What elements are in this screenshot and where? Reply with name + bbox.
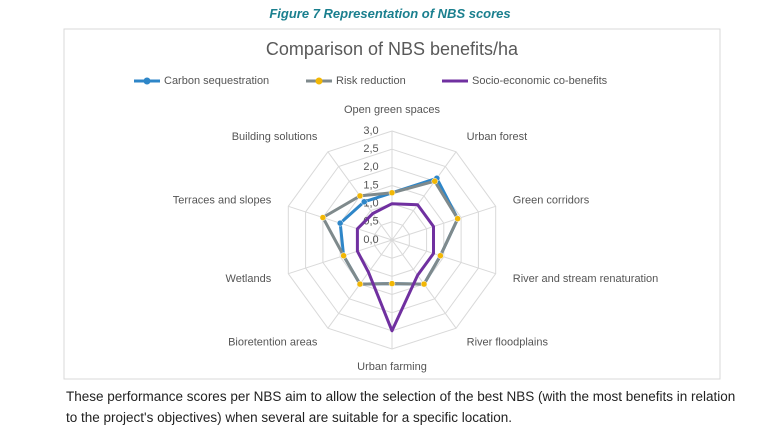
category-label: Urban farming [357, 361, 427, 373]
series-marker [388, 280, 396, 287]
category-label: Terraces and slopes [173, 195, 272, 207]
spoke [391, 205, 496, 241]
category-label: River and stream renaturation [513, 273, 659, 285]
series-marker [336, 219, 344, 227]
series-marker [340, 252, 347, 259]
paragraph: These performance scores per NBS aim to … [66, 389, 736, 425]
legend-label: Risk reduction [336, 75, 406, 87]
tick-label: 0,0 [363, 234, 378, 246]
series-marker [356, 280, 364, 288]
spoke [391, 239, 496, 275]
spoke [288, 239, 393, 275]
series-marker [388, 189, 396, 197]
series-marker [360, 198, 368, 206]
spoke [391, 151, 457, 241]
chart-title: Comparison of NBS benefits/ha [266, 39, 519, 59]
series-marker [420, 280, 428, 288]
chart: Comparison of NBS benefits/ha 0,00,51,01… [63, 28, 721, 380]
category-label: Wetlands [226, 273, 272, 285]
series-marker [431, 177, 438, 185]
category-label: River floodplains [467, 337, 549, 349]
series-marker [319, 214, 327, 221]
tick-label: 1,5 [363, 179, 378, 191]
legend-label: Carbon sequestration [164, 75, 269, 87]
figure-caption: Figure 7 Representation of NBS scores [269, 6, 511, 21]
series-marker [454, 215, 461, 222]
category-label: Bioretention areas [228, 337, 318, 349]
category-label: Green corridors [513, 195, 590, 207]
tick-label: 3,0 [363, 125, 378, 137]
series-marker [437, 252, 444, 259]
legend-label: Socio-economic co-benefits [472, 75, 608, 87]
series-marker [356, 192, 364, 200]
tick-label: 2,0 [363, 161, 378, 173]
series-line [355, 202, 435, 333]
tick-label: 2,5 [363, 143, 378, 155]
category-label: Urban forest [467, 131, 528, 143]
legend-marker [315, 77, 323, 85]
category-label: Open green spaces [344, 104, 441, 116]
category-label: Building solutions [232, 131, 318, 143]
legend-marker [143, 77, 151, 85]
